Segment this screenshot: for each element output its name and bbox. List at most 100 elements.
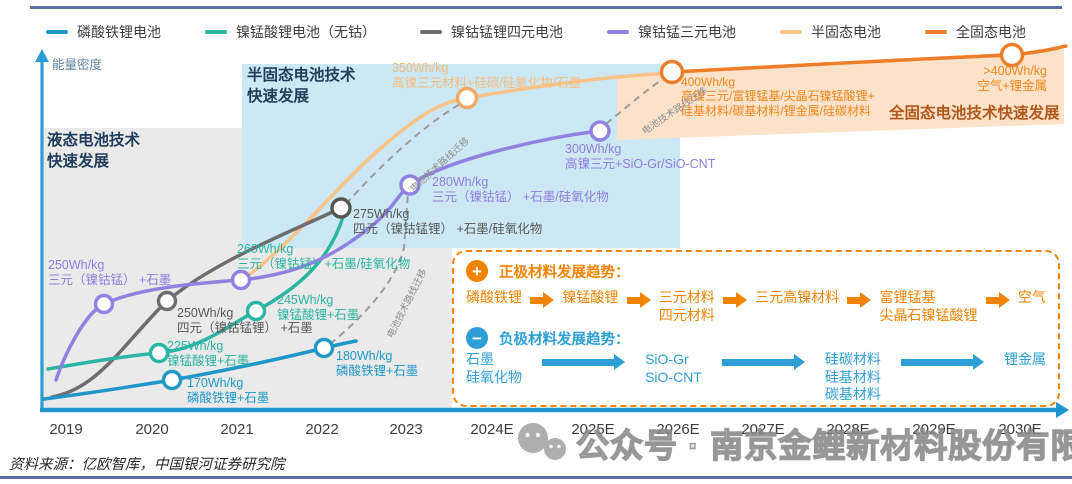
point-label-1: 250Wh/kg 四元（镍钴锰锂） +石墨 [177,306,313,335]
material-trend-box: + 正极材料发展趋势： 磷酸铁锂 镍锰酸锂 三元材料 四元材料 三元高镍材料 富锂锰基 … [452,250,1060,407]
trend-arrow [900,354,984,370]
series-line-3 [42,339,358,401]
trend-arrow [847,292,872,308]
plus-icon: + [466,260,488,282]
anode-trend-steps: 石墨 硅氧化物 SiO-Gr SiO-CNT 硅碳材料 硅基材料 碳基材料 锂金属 [466,351,1046,404]
legend-item-0: 磷酸铁锂电池 [46,22,161,42]
trend-arrow [985,292,1010,308]
migration-dashed-link-0 [329,191,409,345]
point-label-7: 280Wh/kg 三元（镍钴锰） +石墨/硅氧化物 [432,175,609,204]
point-label-8: 275Wh/kg 四元（镍钴锰锂） +石墨/硅氧化物 [353,207,543,236]
data-point-marker [999,42,1025,68]
legend-label: 全固态电池 [956,24,1026,40]
bottom-divider [0,476,1072,479]
trend-arrow [722,292,747,308]
top-divider [30,6,1062,9]
point-label-6: 180Wh/kg 磷酸铁锂+石墨 [336,349,419,378]
trend-step: 空气 [1017,289,1046,305]
trend-step: SiO-Gr SiO-CNT [645,351,702,385]
legend-swatch [780,30,802,34]
trend-step: 三元材料 四元材料 [658,289,715,323]
trend-arrow [626,292,651,308]
data-point-marker [399,174,421,196]
legend-label: 镍锰酸锂电池（无钴） [236,24,376,40]
data-point-marker [93,293,115,315]
x-tick-2020: 2020 [135,421,169,438]
trend-step: 三元高镍材料 [755,289,840,305]
source-note: 资料来源：亿欧智库，中国银河证券研究院 [9,457,285,473]
legend-item-5: 全固态电池 [925,22,1026,42]
x-tick-2023: 2023 [389,421,423,438]
data-point-marker [148,342,170,364]
x-tick-2029E: 2029E [912,421,956,438]
region-label-1: 半固态电池技术 快速发展 [247,67,356,105]
legend-swatch [46,30,68,34]
series-line-0 [239,71,672,283]
data-point-marker [245,300,267,322]
data-point-marker [589,120,611,142]
trend-arrow [721,354,805,370]
x-tick-2022: 2022 [305,421,339,438]
data-point-marker [455,86,479,110]
legend-label: 镍钴锰锂四元电池 [451,24,563,40]
data-point-marker [156,290,178,312]
trend-arrow [530,292,555,308]
anode-trend-header: − 负极材料发展趋势： [466,327,630,349]
trend-step: 石墨 硅氧化物 [466,351,522,385]
point-label-0: 250Wh/kg 三元（镍钴锰） +石墨 [48,258,172,287]
legend-label: 半固态电池 [811,24,881,40]
region-label-0: 液态电池技术 快速发展 [47,132,141,170]
legend-item-3: 镍钴锰三元电池 [607,22,736,42]
series-line-5 [670,44,1068,74]
cathode-trend-steps: 磷酸铁锂 镍锰酸锂 三元材料 四元材料 三元高镍材料 富锂锰基 尖晶石镍锰酸锂 空气 [466,289,1046,324]
data-point-marker [330,197,352,219]
region-all-solid [617,49,1064,140]
data-point-marker [161,369,183,391]
trend-step: 富锂锰基 尖晶石镍锰酸锂 [879,289,978,323]
x-tick-2021: 2021 [220,421,254,438]
data-point-marker [230,269,252,291]
legend-item-1: 镍锰酸锂电池（无钴） [205,22,376,42]
x-tick-2028E: 2028E [826,421,870,438]
point-label-4: 225Wh/kg 镍锰酸锂+石墨 [167,339,250,368]
y-axis-label: 能量密度 [52,58,103,72]
point-label-5: 170Wh/kg 磷酸铁锂+石墨 [187,376,270,405]
legend-swatch [420,30,442,34]
point-label-10: 350Wh/kg 高镍三元材料+硅碳/硅氧化物/石墨 [392,61,582,90]
x-tick-2027E: 2027E [741,421,785,438]
y-axis-arrow [35,49,49,62]
cathode-trend-title: 正极材料发展趋势： [499,264,630,281]
point-label-3: 245Wh/kg 镍锰酸锂+石墨 [277,293,360,322]
data-point-marker [659,59,685,85]
legend-label: 磷酸铁锂电池 [77,24,161,40]
legend-swatch [205,30,227,34]
trend-step: 镍锰酸锂 [562,289,619,305]
series-line-2 [46,212,346,371]
trend-step: 锂金属 [1003,351,1046,367]
series-line-1 [50,206,343,399]
migration-dashed-link-1 [345,103,461,205]
point-label-11: 400Wh/kg 高镍三元/富锂锰基/尖晶石镍锰酸锂+ 硅基材料/碳基材料/锂金… [681,75,875,118]
region-label-2: 全固态电池技术快速发展 [889,105,1060,122]
anode-trend-title: 负极材料发展趋势： [499,331,630,348]
x-tick-2019: 2019 [49,421,83,438]
point-label-9: 300Wh/kg 高镍三元+SiO-Gr/SiO-CNT [565,142,716,171]
legend-item-4: 半固态电池 [780,22,881,42]
minus-icon: − [466,327,488,349]
trend-arrow [542,354,626,370]
point-label-12: >400Wh/kg 空气+锂金属 [977,64,1047,93]
legend-item-2: 镍钴锰锂四元电池 [420,22,563,42]
cathode-trend-header: + 正极材料发展趋势： [466,260,630,282]
x-tick-2030E: 2030E [998,421,1042,438]
x-tick-2024E: 2024E [470,421,514,438]
point-label-2: 260Wh/kg 三元（镍钴锰）+石墨/硅氧化物 [237,242,411,271]
chart-legend: 磷酸铁锂电池 镍锰酸锂电池（无钴） 镍钴锰锂四元电池 镍钴锰三元电池 半固态电池 全固态电… [0,22,1072,42]
legend-swatch [607,30,629,34]
legend-label: 镍钴锰三元电池 [638,24,736,40]
trend-step: 硅碳材料 硅基材料 碳基材料 [824,351,881,402]
migration-dashed-link-2 [605,76,667,125]
data-point-marker [313,337,335,359]
trend-step: 磷酸铁锂 [466,289,522,305]
